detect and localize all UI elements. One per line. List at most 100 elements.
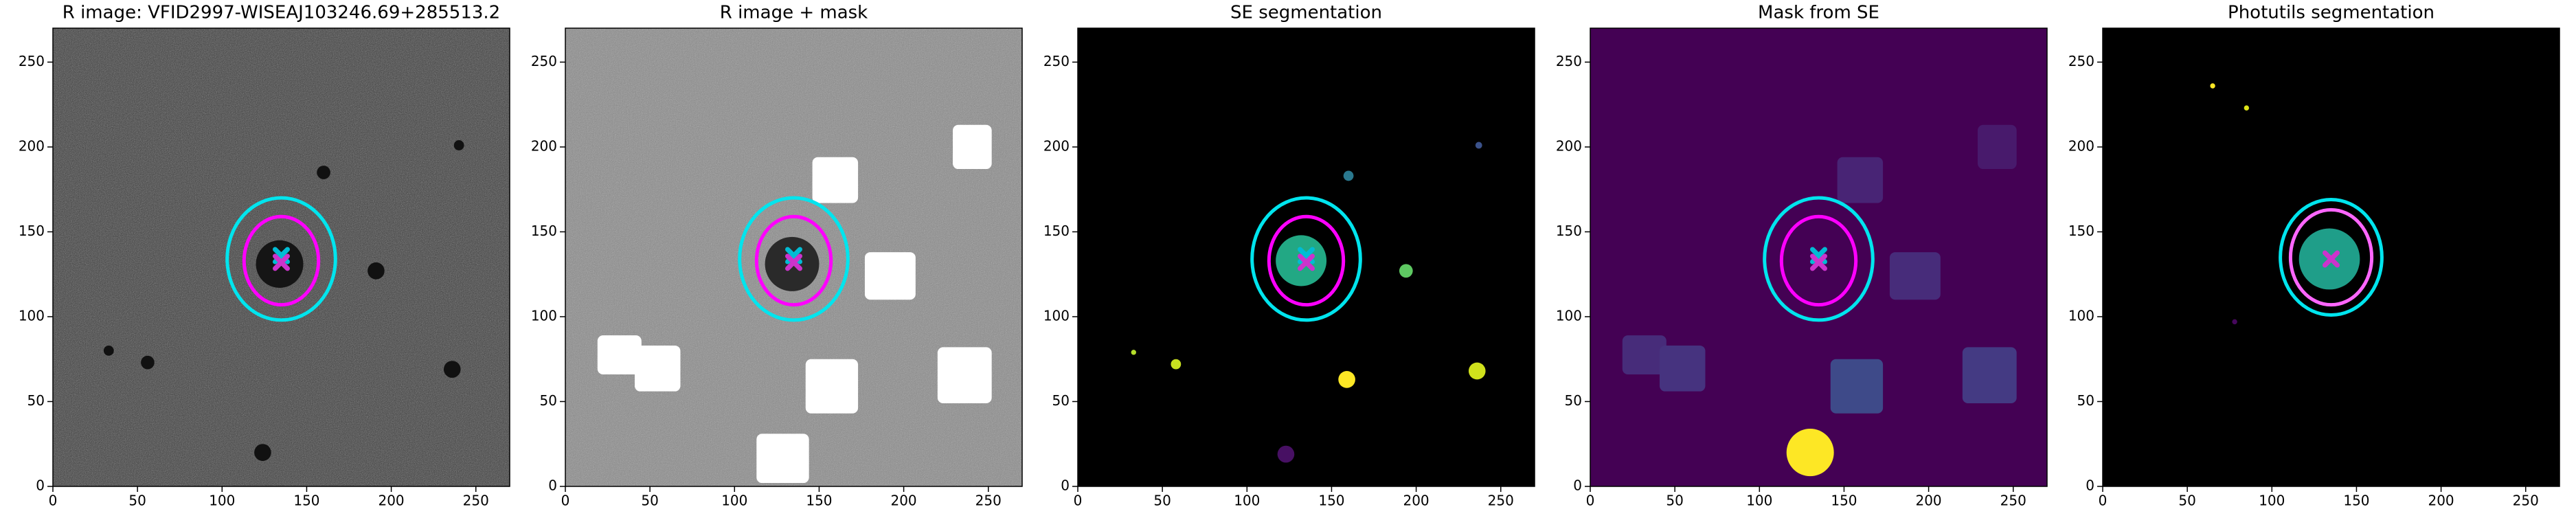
source-blob: [1468, 362, 1486, 380]
source-blob: [368, 262, 385, 280]
y-tick-label: 100: [2068, 307, 2094, 324]
y-tick-label: 150: [2068, 223, 2094, 239]
y-tick-label: 100: [19, 307, 45, 324]
aperture-ellipse: [754, 214, 833, 307]
panel: 0 50 100 150 200 250 0 50 100 150 200 250 Photutils …: [2068, 3, 2560, 509]
aperture-ellipse: [1763, 196, 1875, 322]
source-blob: [1475, 142, 1482, 149]
panel-title: R image: VFID2997-WISEAJ103246.69+285513…: [63, 3, 500, 23]
image-area: [53, 28, 510, 486]
mask-region: [953, 124, 992, 170]
aperture-ellipse: [1779, 214, 1858, 307]
aperture-ellipse: [242, 214, 321, 307]
mask-region: [1962, 347, 2017, 403]
x-tick-label: 200: [890, 493, 916, 509]
panel-title: SE segmentation: [1230, 3, 1382, 23]
y-tick-label: 50: [1565, 392, 1582, 409]
source-blob: [141, 355, 155, 370]
y-tick-label: 50: [27, 392, 45, 409]
y-tick-label: 200: [1043, 137, 1070, 154]
source-blob: [1786, 429, 1834, 477]
mask-region: [1889, 252, 1941, 300]
aperture-ellipse: [1267, 214, 1346, 307]
x-tick-label: 200: [1403, 493, 1429, 509]
mask-region: [634, 345, 681, 392]
panel: 0 50 100 150 200 250 0 50 100 150 200 250 Mask from …: [1556, 3, 2048, 509]
y-tick-label: 150: [19, 223, 45, 239]
x-tick-label: 50: [1666, 493, 1683, 509]
x-tick-label: 250: [2000, 493, 2026, 509]
aperture-ellipse: [2288, 207, 2374, 307]
y-tick-label: 0: [1573, 477, 1582, 494]
source-blob: [1131, 350, 1136, 355]
center-marker: [1810, 254, 1827, 271]
center-marker: [1298, 254, 1315, 271]
mask-region: [1978, 124, 2017, 170]
source-blob: [2244, 105, 2250, 111]
x-tick-label: 100: [1234, 493, 1260, 509]
x-tick-label: 150: [1831, 493, 1857, 509]
x-tick-label: 150: [1318, 493, 1344, 509]
axes-frame: [565, 27, 1023, 487]
mask-region: [864, 252, 916, 300]
x-tick-label: 50: [1153, 493, 1171, 509]
mask-region: [805, 359, 859, 414]
x-tick-label: 50: [641, 493, 658, 509]
aperture-ellipse: [225, 196, 337, 322]
y-tick-label: 250: [1043, 53, 1070, 69]
source-blob: [443, 361, 461, 378]
x-tick-label: 250: [975, 493, 1002, 509]
x-tick-label: 250: [463, 493, 489, 509]
source-blob: [453, 140, 464, 150]
y-tick-label: 0: [1061, 477, 1070, 494]
source-blob: [103, 345, 114, 356]
x-tick-label: 150: [293, 493, 319, 509]
source-blob: [1277, 445, 1295, 463]
y-tick-label: 100: [531, 307, 557, 324]
x-tick-label: 150: [2343, 493, 2369, 509]
y-tick-label: 200: [1556, 137, 1582, 154]
mask-region: [1659, 345, 1706, 392]
center-marker: [2323, 250, 2340, 268]
source-blob: [317, 166, 330, 179]
x-tick-label: 250: [1488, 493, 1514, 509]
y-tick-label: 0: [36, 477, 45, 494]
x-tick-label: 100: [209, 493, 235, 509]
mask-region: [937, 347, 992, 403]
axes-frame: [2102, 27, 2560, 487]
y-tick-label: 150: [1043, 223, 1070, 239]
source-blob: [254, 444, 271, 461]
y-tick-label: 150: [1556, 223, 1582, 239]
source-blob: [1343, 170, 1354, 181]
mask-region: [597, 335, 642, 374]
source-blob: [1338, 371, 1355, 388]
axes-frame: [1590, 27, 2048, 487]
mask-region: [1830, 359, 1884, 414]
panel-title: Photutils segmentation: [2228, 3, 2434, 23]
source-blob: [1171, 359, 1182, 370]
y-tick-label: 200: [19, 137, 45, 154]
y-tick-label: 50: [2077, 392, 2094, 409]
mask-region: [812, 157, 859, 203]
panel: 0 50 100 150 200 250 0 50 100 150 200 250 R image + …: [531, 3, 1023, 509]
mask-region: [1837, 157, 1884, 203]
y-tick-label: 50: [540, 392, 557, 409]
x-tick-label: 200: [378, 493, 404, 509]
x-tick-label: 200: [1915, 493, 1941, 509]
x-tick-label: 0: [561, 493, 570, 509]
x-tick-label: 0: [1074, 493, 1083, 509]
source-blob: [2232, 319, 2237, 325]
panel: 0 50 100 150 200 250 0 50 100 150 200 250 R image: V…: [19, 3, 510, 509]
y-tick-label: 250: [19, 53, 45, 69]
x-tick-label: 0: [2099, 493, 2108, 509]
x-tick-label: 150: [806, 493, 832, 509]
aperture-ellipse: [1250, 196, 1362, 322]
y-tick-label: 100: [1556, 307, 1582, 324]
y-tick-label: 250: [2068, 53, 2094, 69]
x-tick-label: 100: [721, 493, 747, 509]
y-tick-label: 250: [1556, 53, 1582, 69]
panel: 0 50 100 150 200 250 0 50 100 150 200 250 SE segment…: [1043, 3, 1535, 509]
image-area: [1590, 28, 2047, 486]
source-blob: [1399, 264, 1413, 278]
